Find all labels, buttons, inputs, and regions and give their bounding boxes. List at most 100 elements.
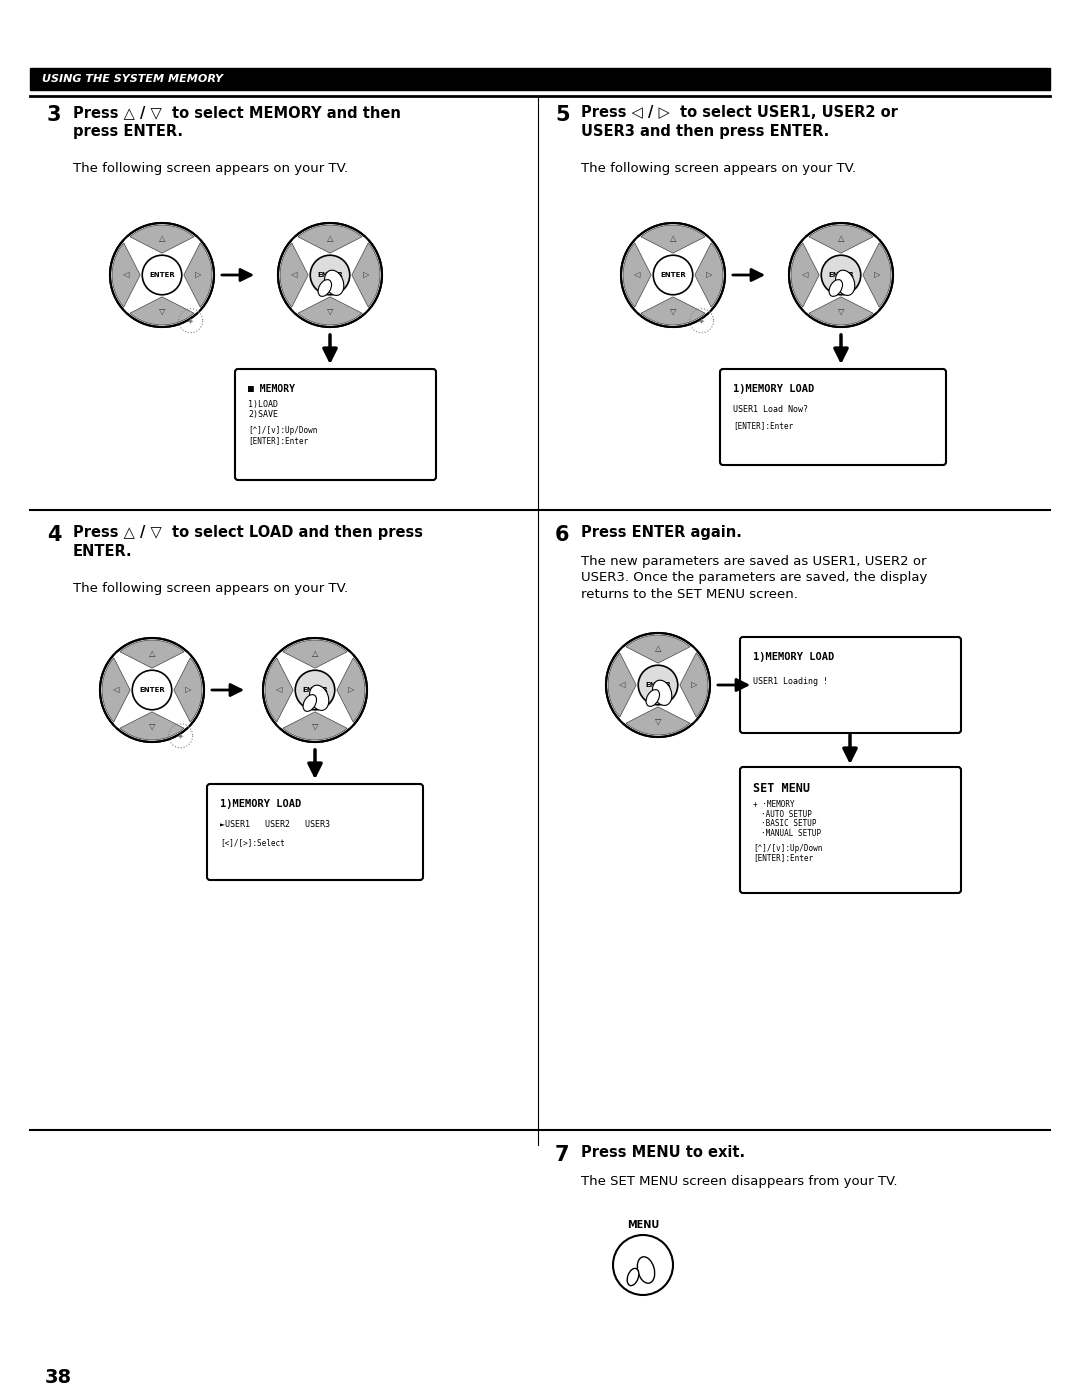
Text: ▷: ▷ — [691, 680, 698, 690]
Polygon shape — [809, 225, 873, 253]
Text: ENTER: ENTER — [302, 687, 328, 693]
Polygon shape — [265, 658, 293, 722]
Circle shape — [653, 256, 692, 295]
Text: SET MENU: SET MENU — [753, 782, 810, 795]
Text: ◁: ◁ — [275, 686, 282, 694]
Polygon shape — [640, 225, 705, 253]
FancyBboxPatch shape — [740, 767, 961, 893]
Polygon shape — [298, 296, 362, 326]
Text: ▽: ▽ — [670, 307, 676, 316]
FancyBboxPatch shape — [235, 369, 436, 481]
Ellipse shape — [319, 279, 332, 296]
Text: [^]/[v]:Up/Down: [^]/[v]:Up/Down — [753, 844, 822, 852]
Text: ·MANUAL SETUP: ·MANUAL SETUP — [761, 828, 821, 837]
Circle shape — [613, 1235, 673, 1295]
Text: The new parameters are saved as USER1, USER2 or
USER3. Once the parameters are s: The new parameters are saved as USER1, U… — [581, 555, 928, 601]
Ellipse shape — [836, 270, 854, 295]
Text: ▷: ▷ — [706, 271, 713, 279]
Text: △: △ — [654, 644, 661, 654]
Text: MENU: MENU — [626, 1220, 659, 1229]
Text: △: △ — [312, 650, 319, 658]
Text: △: △ — [327, 235, 334, 243]
Text: [<]/[>]:Select: [<]/[>]:Select — [220, 838, 285, 847]
FancyBboxPatch shape — [207, 784, 423, 880]
Text: ENTER: ENTER — [660, 272, 686, 278]
Text: [ENTER]:Enter: [ENTER]:Enter — [248, 436, 308, 444]
Polygon shape — [863, 243, 891, 307]
Text: [ENTER]:Enter: [ENTER]:Enter — [753, 854, 813, 862]
Polygon shape — [112, 243, 140, 307]
Text: ▽: ▽ — [312, 722, 319, 731]
Text: ◁: ◁ — [619, 680, 625, 690]
Text: The following screen appears on your TV.: The following screen appears on your TV. — [73, 583, 348, 595]
Ellipse shape — [324, 270, 343, 295]
Polygon shape — [694, 243, 723, 307]
Text: ■ MEMORY: ■ MEMORY — [248, 384, 295, 394]
Text: 3: 3 — [48, 105, 62, 124]
Text: 1)MEMORY LOAD: 1)MEMORY LOAD — [733, 384, 814, 394]
Polygon shape — [352, 243, 380, 307]
Circle shape — [789, 224, 893, 327]
Polygon shape — [608, 652, 636, 717]
Polygon shape — [809, 296, 873, 326]
Text: ▷: ▷ — [874, 271, 880, 279]
Text: Press ◁ / ▷  to select USER1, USER2 or
USER3 and then press ENTER.: Press ◁ / ▷ to select USER1, USER2 or US… — [581, 105, 897, 140]
Text: ▷: ▷ — [348, 686, 354, 694]
Text: ENTER: ENTER — [149, 272, 175, 278]
Text: △: △ — [838, 235, 845, 243]
Ellipse shape — [627, 1268, 638, 1285]
Text: △: △ — [670, 235, 676, 243]
Text: 5: 5 — [555, 105, 569, 124]
Text: ▽: ▽ — [838, 307, 845, 316]
Circle shape — [110, 224, 214, 327]
Polygon shape — [280, 243, 308, 307]
Polygon shape — [130, 225, 194, 253]
Polygon shape — [337, 658, 365, 722]
Text: ✦: ✦ — [698, 316, 705, 326]
Text: ▷: ▷ — [185, 686, 191, 694]
Circle shape — [606, 633, 710, 738]
Text: 7: 7 — [555, 1146, 569, 1165]
Text: ◁: ◁ — [801, 271, 808, 279]
Text: ►USER1   USER2   USER3: ►USER1 USER2 USER3 — [220, 820, 330, 828]
Text: △: △ — [159, 235, 165, 243]
Ellipse shape — [310, 685, 328, 711]
Bar — [30, 68, 1050, 89]
Text: ENTER: ENTER — [828, 272, 854, 278]
Text: ▽: ▽ — [327, 307, 334, 316]
Polygon shape — [791, 243, 819, 307]
Circle shape — [264, 638, 367, 742]
Polygon shape — [283, 712, 347, 740]
Text: The following screen appears on your TV.: The following screen appears on your TV. — [73, 162, 348, 175]
Text: 6: 6 — [555, 525, 569, 545]
Text: 1)MEMORY LOAD: 1)MEMORY LOAD — [220, 799, 301, 809]
Polygon shape — [120, 712, 184, 740]
Polygon shape — [623, 243, 651, 307]
Text: ◁: ◁ — [291, 271, 297, 279]
Text: ▷: ▷ — [195, 271, 202, 279]
Circle shape — [621, 224, 725, 327]
Text: ✦: ✦ — [177, 731, 184, 740]
Text: + ·MEMORY: + ·MEMORY — [753, 800, 795, 809]
Polygon shape — [283, 640, 347, 668]
Polygon shape — [626, 707, 690, 735]
Circle shape — [278, 224, 382, 327]
Polygon shape — [184, 243, 212, 307]
Text: USER1 Loading !: USER1 Loading ! — [753, 676, 828, 686]
Text: ENTER: ENTER — [318, 272, 342, 278]
Text: 4: 4 — [48, 525, 62, 545]
Text: Press △ / ▽  to select MEMORY and then
press ENTER.: Press △ / ▽ to select MEMORY and then pr… — [73, 105, 401, 140]
Polygon shape — [130, 296, 194, 326]
Polygon shape — [640, 296, 705, 326]
Ellipse shape — [637, 1257, 654, 1284]
Polygon shape — [174, 658, 202, 722]
Text: ◁: ◁ — [633, 271, 639, 279]
Polygon shape — [679, 652, 707, 717]
Text: The following screen appears on your TV.: The following screen appears on your TV. — [581, 162, 856, 175]
Circle shape — [143, 256, 181, 295]
Ellipse shape — [646, 690, 660, 707]
Text: [^]/[v]:Up/Down: [^]/[v]:Up/Down — [248, 426, 318, 436]
Text: ENTER: ENTER — [139, 687, 165, 693]
Polygon shape — [120, 640, 184, 668]
Text: ◁: ◁ — [112, 686, 119, 694]
